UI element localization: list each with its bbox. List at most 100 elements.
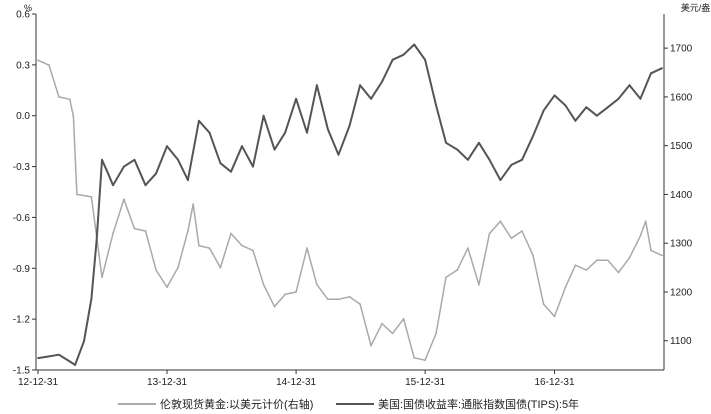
data-point [650,249,652,252]
data-point [177,266,179,269]
data-point [37,357,39,359]
right-tick-label: 1500 [670,141,693,152]
data-point [83,340,85,343]
left-tick-label: -1.2 [13,315,31,326]
data-point [574,264,577,267]
x-tick-label: 16-12-31 [535,377,575,388]
data-point [467,158,469,161]
data-point [553,315,556,318]
data-point [445,141,447,144]
data-point [295,291,297,293]
data-point [650,72,652,75]
data-point [68,360,71,363]
data-point [72,115,75,118]
data-point [273,148,276,151]
data-point [639,97,642,100]
left-axis-unit: % [24,3,32,13]
data-point [90,196,93,198]
data-point [359,84,361,87]
data-point [241,145,243,148]
data-point [177,158,179,161]
data-point [316,283,318,286]
data-point [499,220,502,223]
x-axis: 12-12-31 13-12-31 14-12-31 15-12-31 16-12-31 [18,370,575,388]
data-point [585,106,588,109]
data-point [585,269,588,271]
series-line-tips [37,43,663,366]
left-tick-label: -0.6 [13,213,31,224]
data-point [564,286,567,288]
data-point [456,269,459,271]
data-point [316,84,318,87]
x-tick-label: 12-12-31 [18,377,58,388]
data-point [391,332,394,335]
data-point [337,298,340,301]
legend-item-tips: 美国:国债收益率:通胀指数国债(TIPS):5年 [336,396,579,412]
data-point [48,64,50,67]
data-point [208,131,211,134]
data-point [628,256,631,259]
legend-swatch-gold [118,403,156,405]
data-point [112,184,114,187]
data-point [617,271,620,274]
data-point [413,356,416,359]
legend-label-gold: 伦敦现货黄金:以美元计价(右轴) [160,399,314,411]
data-point [133,158,136,161]
data-point [90,297,93,300]
left-tick-label: -0.3 [13,162,31,173]
data-point [198,244,200,247]
data-point [284,293,286,296]
data-point [241,244,243,247]
data-point [208,247,211,250]
data-point [435,332,437,335]
data-point [327,128,329,131]
data-point [348,125,351,127]
data-point [187,230,189,232]
data-point [58,353,60,356]
data-point [74,364,76,366]
data-point [166,286,168,288]
data-point [456,148,459,151]
legend-item-gold: 伦敦现货黄金:以美元计价(右轴) [118,396,313,412]
data-point [166,145,168,148]
data-point [155,269,158,271]
data-point [542,303,545,306]
data-point [391,58,394,61]
data-point [155,172,158,175]
data-point [381,80,383,83]
data-point [273,305,276,308]
data-point [187,179,189,182]
data-point [532,254,534,257]
data-point [306,247,308,250]
data-point [95,238,98,241]
data-point [230,232,232,235]
data-point [435,104,437,107]
data-point [424,359,426,362]
data-point [370,97,372,100]
data-point [284,131,286,134]
right-tick-label: 1300 [670,239,693,250]
data-point [106,170,109,173]
data-point [488,158,491,161]
data-point [607,259,609,262]
data-point [607,106,609,109]
data-point [252,165,254,168]
data-point [219,162,222,165]
data-point [262,283,265,286]
data-point [359,303,361,306]
data-point [295,97,297,100]
data-point [628,84,631,87]
left-tick-label: 0.0 [16,111,30,122]
data-point [198,119,200,122]
data-point [553,94,556,97]
data-point [478,283,480,286]
data-point [327,298,329,301]
right-tick-label: 1600 [670,92,693,103]
data-point [521,230,523,232]
x-tick-label: 14-12-31 [276,377,316,388]
data-point [596,259,598,262]
data-point [402,317,405,320]
data-point [510,164,513,166]
data-point [68,98,71,101]
